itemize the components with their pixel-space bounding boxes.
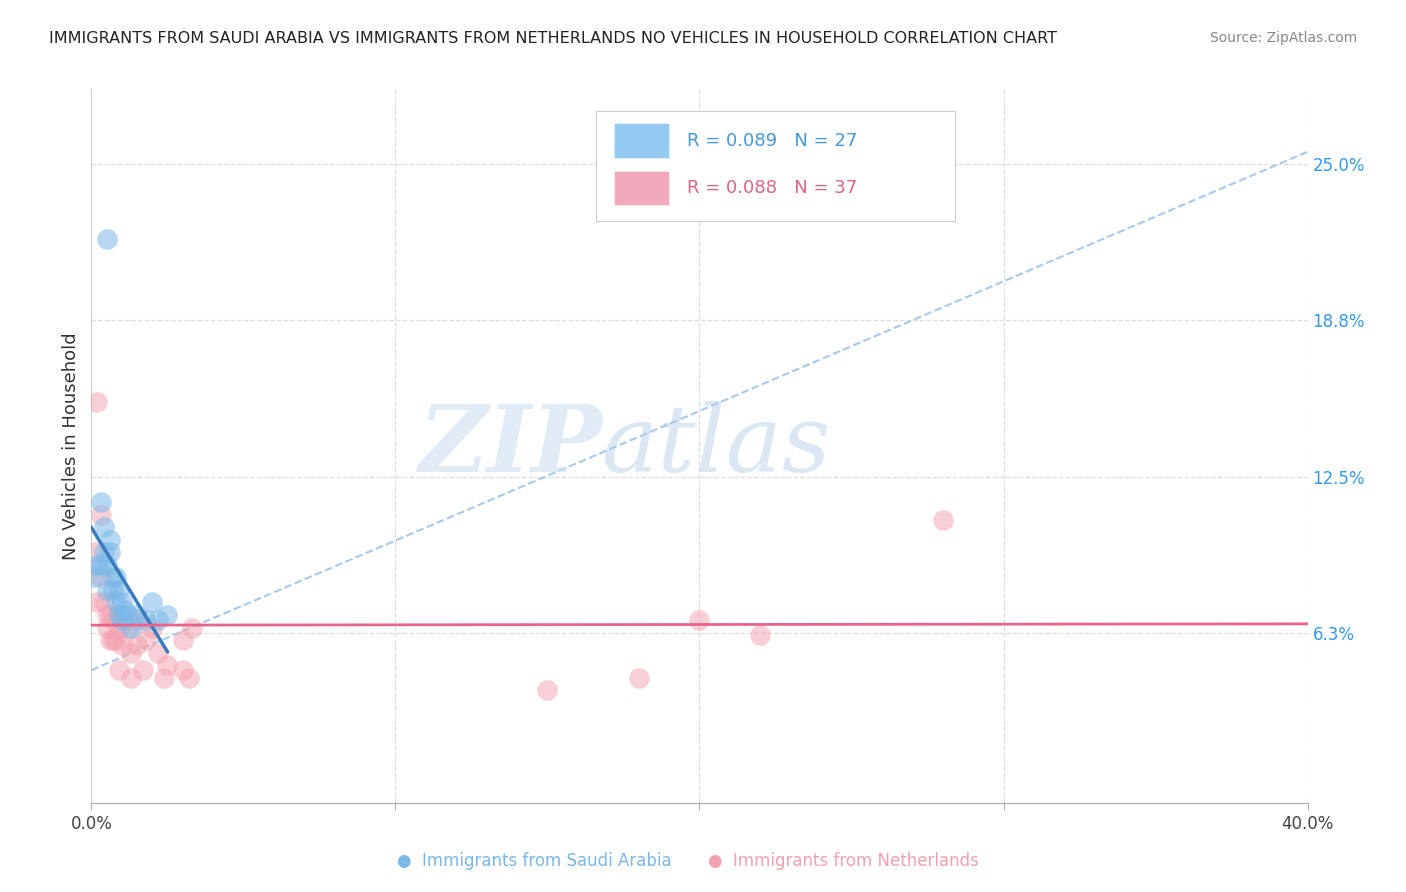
Point bbox=[101, 582, 124, 597]
Point bbox=[120, 671, 142, 685]
Point bbox=[107, 607, 129, 622]
Point bbox=[125, 607, 148, 622]
Point bbox=[117, 621, 139, 635]
Point bbox=[98, 633, 121, 648]
Point bbox=[156, 607, 179, 622]
Point bbox=[96, 621, 118, 635]
Point bbox=[156, 658, 179, 673]
Point bbox=[101, 570, 124, 584]
Point bbox=[86, 558, 108, 572]
Point bbox=[89, 570, 111, 584]
Point bbox=[141, 621, 163, 635]
Point bbox=[172, 663, 194, 677]
Point bbox=[172, 633, 194, 648]
Text: ●  Immigrants from Saudi Arabia: ● Immigrants from Saudi Arabia bbox=[396, 852, 672, 870]
Point bbox=[89, 558, 111, 572]
Point bbox=[749, 628, 772, 642]
Text: ZIP: ZIP bbox=[418, 401, 602, 491]
Point bbox=[96, 558, 118, 572]
Text: atlas: atlas bbox=[602, 401, 832, 491]
Point bbox=[135, 613, 157, 627]
Point bbox=[104, 570, 127, 584]
Point bbox=[536, 683, 558, 698]
Point bbox=[107, 663, 129, 677]
Point bbox=[120, 621, 142, 635]
Point bbox=[107, 621, 129, 635]
Text: Source: ZipAtlas.com: Source: ZipAtlas.com bbox=[1209, 31, 1357, 45]
Text: ●  Immigrants from Netherlands: ● Immigrants from Netherlands bbox=[709, 852, 979, 870]
Point bbox=[148, 613, 170, 627]
Point bbox=[104, 595, 127, 609]
Point bbox=[83, 545, 105, 559]
Point bbox=[135, 633, 157, 648]
Point bbox=[96, 607, 118, 622]
Text: IMMIGRANTS FROM SAUDI ARABIA VS IMMIGRANTS FROM NETHERLANDS NO VEHICLES IN HOUSE: IMMIGRANTS FROM SAUDI ARABIA VS IMMIGRAN… bbox=[49, 31, 1057, 46]
Point bbox=[98, 533, 121, 547]
Text: R = 0.088   N = 37: R = 0.088 N = 37 bbox=[688, 178, 858, 196]
Bar bbox=[614, 123, 669, 158]
Point bbox=[104, 633, 127, 648]
Point bbox=[89, 495, 111, 509]
Point bbox=[111, 638, 134, 652]
Point bbox=[111, 613, 134, 627]
Point bbox=[83, 570, 105, 584]
Point bbox=[125, 638, 148, 652]
Point bbox=[98, 545, 121, 559]
Point bbox=[89, 508, 111, 522]
Point bbox=[114, 613, 136, 627]
Point bbox=[141, 595, 163, 609]
Text: R = 0.089   N = 27: R = 0.089 N = 27 bbox=[688, 132, 858, 150]
Point bbox=[627, 671, 650, 685]
Point bbox=[132, 663, 155, 677]
Point bbox=[125, 613, 148, 627]
Point bbox=[98, 607, 121, 622]
Point bbox=[86, 395, 108, 409]
Point bbox=[93, 595, 115, 609]
Y-axis label: No Vehicles in Household: No Vehicles in Household bbox=[62, 332, 80, 560]
Bar bbox=[614, 170, 669, 205]
Point bbox=[101, 613, 124, 627]
Point bbox=[111, 595, 134, 609]
Point bbox=[120, 646, 142, 660]
Point bbox=[101, 633, 124, 648]
Point bbox=[93, 545, 115, 559]
Point bbox=[86, 595, 108, 609]
Point bbox=[153, 671, 176, 685]
Point bbox=[93, 520, 115, 534]
Point bbox=[148, 646, 170, 660]
Point bbox=[177, 671, 200, 685]
Point bbox=[117, 607, 139, 622]
FancyBboxPatch shape bbox=[596, 111, 955, 221]
Point bbox=[114, 603, 136, 617]
Point bbox=[107, 582, 129, 597]
Point bbox=[180, 621, 202, 635]
Point bbox=[688, 613, 710, 627]
Point bbox=[96, 232, 118, 246]
Point bbox=[931, 513, 953, 527]
Point bbox=[96, 582, 118, 597]
